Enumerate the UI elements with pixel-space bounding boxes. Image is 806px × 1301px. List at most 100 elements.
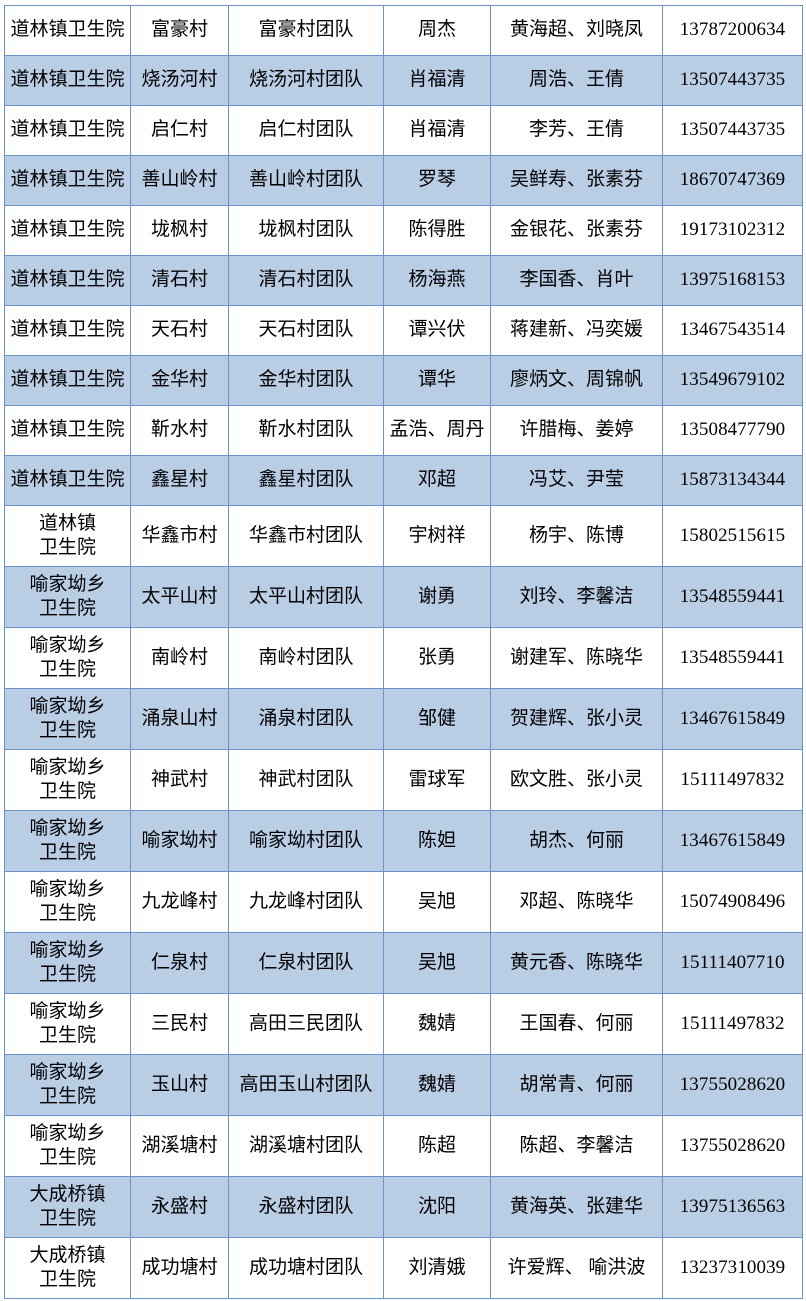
cell-members: 许爱辉、 喻洪波 — [490, 1237, 663, 1299]
cell-village: 涌泉山村 — [130, 688, 229, 750]
cell-village: 金华村 — [130, 355, 229, 406]
table-row: 道林镇卫生院 金华村 金华村团队 谭华 廖炳文、周锦帆 13549679102 — [4, 355, 803, 406]
cell-team: 靳水村团队 — [228, 405, 384, 456]
cell-leader: 谢勇 — [383, 566, 491, 628]
cell-phone: 15111497832 — [662, 749, 803, 811]
cell-team: 高田玉山村团队 — [228, 1054, 384, 1116]
cell-team: 华鑫市村团队 — [228, 505, 384, 567]
table-row: 喻家坳乡 卫生院 涌泉山村 涌泉村团队 邹健 贺建辉、张小灵 13467615849 — [4, 688, 803, 750]
cell-members: 金银花、张素芬 — [490, 205, 663, 256]
cell-institution: 道林镇卫生院 — [4, 205, 131, 256]
cell-leader: 雷球军 — [383, 749, 491, 811]
table-row: 喻家坳乡 卫生院 喻家坳村 喻家坳村团队 陈妲 胡杰、何丽 13467615849 — [4, 810, 803, 872]
cell-village: 玉山村 — [130, 1054, 229, 1116]
table-row: 喻家坳乡 卫生院 仁泉村 仁泉村团队 吴旭 黄元香、陈晓华 15111407710 — [4, 932, 803, 994]
table-body: 道林镇卫生院 富豪村 富豪村团队 周杰 黄海超、刘晓凤 13787200634 道林镇卫生院… — [4, 5, 803, 1299]
table-row: 道林镇卫生院 清石村 清石村团队 杨海燕 李国香、肖叶 13975168153 — [4, 255, 803, 306]
cell-leader: 张勇 — [383, 627, 491, 689]
cell-members: 吴鲜寿、张素芬 — [490, 155, 663, 206]
cell-institution: 道林镇 卫生院 — [4, 505, 131, 567]
cell-institution: 喻家坳乡 卫生院 — [4, 1115, 131, 1177]
cell-institution: 道林镇卫生院 — [4, 105, 131, 156]
cell-leader: 吴旭 — [383, 932, 491, 994]
cell-team: 金华村团队 — [228, 355, 384, 406]
cell-members: 蒋建新、冯奕媛 — [490, 305, 663, 356]
cell-phone: 19173102312 — [662, 205, 803, 256]
cell-village: 神武村 — [130, 749, 229, 811]
cell-institution: 道林镇卫生院 — [4, 455, 131, 506]
cell-leader: 宇树祥 — [383, 505, 491, 567]
cell-leader: 魏婧 — [383, 993, 491, 1055]
cell-team: 涌泉村团队 — [228, 688, 384, 750]
cell-village: 靳水村 — [130, 405, 229, 456]
cell-leader: 陈超 — [383, 1115, 491, 1177]
cell-phone: 13548559441 — [662, 627, 803, 689]
cell-village: 天石村 — [130, 305, 229, 356]
cell-team: 仁泉村团队 — [228, 932, 384, 994]
table-row: 道林镇卫生院 善山岭村 善山岭村团队 罗琴 吴鲜寿、张素芬 18670747369 — [4, 155, 803, 206]
cell-phone: 13755028620 — [662, 1054, 803, 1116]
cell-phone: 13975136563 — [662, 1176, 803, 1238]
cell-members: 陈超、李馨洁 — [490, 1115, 663, 1177]
cell-team: 成功塘村团队 — [228, 1237, 384, 1299]
table-row: 喻家坳乡 卫生院 玉山村 高田玉山村团队 魏婧 胡常青、何丽 13755028620 — [4, 1054, 803, 1116]
cell-phone: 13237310039 — [662, 1237, 803, 1299]
cell-phone: 13507443735 — [662, 55, 803, 106]
cell-team: 南岭村团队 — [228, 627, 384, 689]
cell-village: 九龙峰村 — [130, 871, 229, 933]
table-row: 喻家坳乡 卫生院 太平山村 太平山村团队 谢勇 刘玲、李馨洁 13548559441 — [4, 566, 803, 628]
cell-phone: 18670747369 — [662, 155, 803, 206]
table-row: 喻家坳乡 卫生院 九龙峰村 九龙峰村团队 吴旭 邓超、陈晓华 15074908496 — [4, 871, 803, 933]
cell-phone: 13467615849 — [662, 810, 803, 872]
cell-leader: 刘清娥 — [383, 1237, 491, 1299]
cell-team: 九龙峰村团队 — [228, 871, 384, 933]
cell-village: 鑫星村 — [130, 455, 229, 506]
cell-phone: 13549679102 — [662, 355, 803, 406]
cell-village: 仁泉村 — [130, 932, 229, 994]
cell-institution: 道林镇卫生院 — [4, 405, 131, 456]
cell-team: 高田三民团队 — [228, 993, 384, 1055]
cell-team: 永盛村团队 — [228, 1176, 384, 1238]
cell-village: 南岭村 — [130, 627, 229, 689]
cell-members: 周浩、王倩 — [490, 55, 663, 106]
cell-village: 永盛村 — [130, 1176, 229, 1238]
cell-village: 善山岭村 — [130, 155, 229, 206]
cell-leader: 周杰 — [383, 5, 491, 56]
cell-members: 贺建辉、张小灵 — [490, 688, 663, 750]
cell-institution: 喻家坳乡 卫生院 — [4, 1054, 131, 1116]
cell-members: 刘玲、李馨洁 — [490, 566, 663, 628]
cell-village: 成功塘村 — [130, 1237, 229, 1299]
cell-team: 湖溪塘村团队 — [228, 1115, 384, 1177]
cell-members: 王国春、何丽 — [490, 993, 663, 1055]
cell-institution: 喻家坳乡 卫生院 — [4, 566, 131, 628]
table-row: 道林镇卫生院 富豪村 富豪村团队 周杰 黄海超、刘晓凤 13787200634 — [4, 5, 803, 56]
cell-village: 太平山村 — [130, 566, 229, 628]
cell-leader: 邹健 — [383, 688, 491, 750]
cell-team: 天石村团队 — [228, 305, 384, 356]
cell-village: 湖溪塘村 — [130, 1115, 229, 1177]
cell-leader: 陈得胜 — [383, 205, 491, 256]
cell-team: 垅枫村团队 — [228, 205, 384, 256]
cell-institution: 道林镇卫生院 — [4, 55, 131, 106]
cell-members: 李国香、肖叶 — [490, 255, 663, 306]
cell-phone: 15802515615 — [662, 505, 803, 567]
cell-institution: 道林镇卫生院 — [4, 255, 131, 306]
cell-leader: 肖福清 — [383, 105, 491, 156]
cell-village: 垅枫村 — [130, 205, 229, 256]
cell-leader: 陈妲 — [383, 810, 491, 872]
cell-village: 富豪村 — [130, 5, 229, 56]
cell-village: 华鑫市村 — [130, 505, 229, 567]
cell-members: 谢建军、陈晓华 — [490, 627, 663, 689]
cell-team: 清石村团队 — [228, 255, 384, 306]
cell-team: 喻家坳村团队 — [228, 810, 384, 872]
cell-members: 李芳、王倩 — [490, 105, 663, 156]
table-row: 道林镇卫生院 鑫星村 鑫星村团队 邓超 冯艾、尹莹 15873134344 — [4, 455, 803, 506]
table-row: 道林镇卫生院 垅枫村 垅枫村团队 陈得胜 金银花、张素芬 19173102312 — [4, 205, 803, 256]
cell-members: 许腊梅、姜婷 — [490, 405, 663, 456]
cell-leader: 魏婧 — [383, 1054, 491, 1116]
cell-members: 欧文胜、张小灵 — [490, 749, 663, 811]
cell-members: 胡常青、何丽 — [490, 1054, 663, 1116]
cell-village: 烧汤河村 — [130, 55, 229, 106]
cell-leader: 杨海燕 — [383, 255, 491, 306]
table-row: 喻家坳乡 卫生院 神武村 神武村团队 雷球军 欧文胜、张小灵 15111497832 — [4, 749, 803, 811]
